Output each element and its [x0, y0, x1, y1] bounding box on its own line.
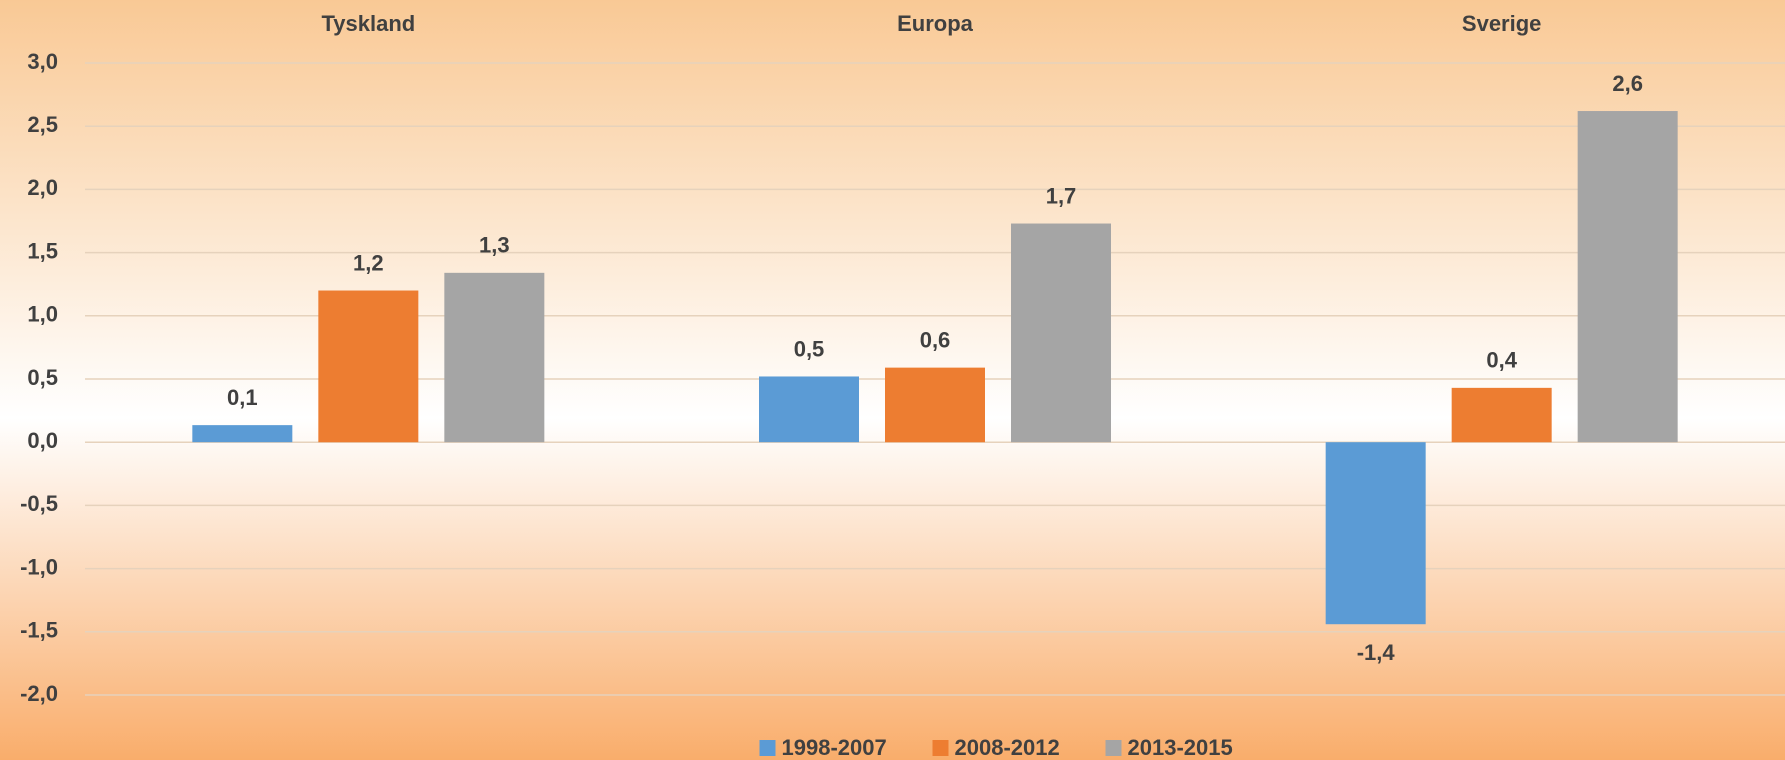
bar [1577, 111, 1678, 443]
y-tick-label: 3,0 [27, 49, 58, 74]
y-tick-label: -0,5 [20, 491, 58, 516]
legend-label: 2008-2012 [955, 735, 1060, 760]
legend-label: 1998-2007 [782, 735, 887, 760]
value-label: 0,6 [920, 327, 951, 352]
bar [192, 425, 293, 443]
value-label: 0,5 [794, 336, 825, 361]
y-tick-label: 1,5 [27, 238, 58, 263]
y-tick-label: 2,0 [27, 175, 58, 200]
value-label: 1,2 [353, 250, 384, 275]
y-tick-label: -1,5 [20, 618, 58, 643]
bar [1325, 442, 1426, 625]
value-label: -1,4 [1357, 640, 1396, 665]
y-tick-label: -2,0 [20, 681, 58, 706]
bar [759, 376, 859, 443]
legend-swatch [759, 740, 776, 756]
bar [1451, 387, 1552, 443]
y-tick-label: 0,0 [27, 428, 58, 453]
y-tick-label: 2,5 [27, 112, 58, 137]
bar [885, 367, 985, 443]
legend-swatch [1105, 740, 1122, 756]
legend-swatch [932, 740, 949, 756]
y-tick-label: -1,0 [20, 554, 58, 579]
value-label: 0,4 [1486, 348, 1517, 373]
legend-label: 2013-2015 [1128, 735, 1233, 760]
category-label: Sverige [1462, 11, 1542, 36]
bar [1011, 223, 1111, 443]
value-label: 0,1 [227, 385, 258, 410]
y-tick-label: 1,0 [27, 302, 58, 327]
bar [444, 272, 545, 443]
bar [318, 290, 419, 443]
value-label: 1,3 [479, 233, 510, 258]
category-label: Tyskland [321, 11, 415, 36]
category-label: Europa [897, 11, 974, 36]
value-label: 2,6 [1612, 71, 1643, 96]
y-tick-label: 0,5 [27, 365, 58, 390]
value-label: 1,7 [1046, 183, 1077, 208]
